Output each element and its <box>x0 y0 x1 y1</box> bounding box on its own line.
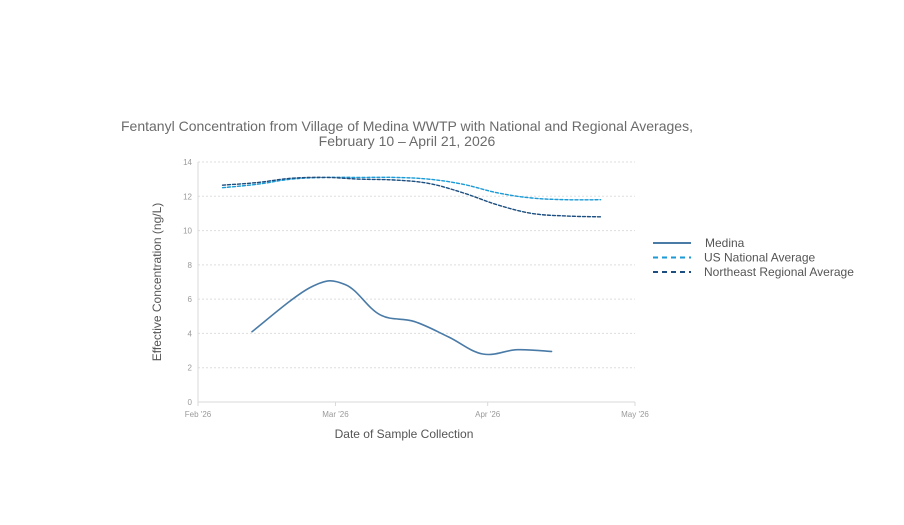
y-tick-label: 0 <box>188 398 193 407</box>
y-axis-title: Effective Concentration (ng/L) <box>150 203 164 362</box>
y-tick-label: 14 <box>183 158 192 167</box>
grid-lines <box>198 161 635 369</box>
x-tick-label: Feb '26 <box>185 410 212 419</box>
y-tick-label: 12 <box>183 192 192 201</box>
chart-title-line1: Fentanyl Concentration from Village of M… <box>121 118 693 134</box>
x-tick-label: May '26 <box>621 410 649 419</box>
y-tick-labels: 0 2 4 6 8 10 12 14 <box>183 158 192 407</box>
y-tick-label: 4 <box>188 329 193 338</box>
y-tick-label: 6 <box>188 295 193 304</box>
axes <box>197 162 636 406</box>
x-tick-labels: Feb '26 Mar '26 Apr '26 May '26 <box>185 410 650 419</box>
y-tick-label: 8 <box>188 261 193 270</box>
y-tick-label: 2 <box>188 364 193 373</box>
y-tick-label: 10 <box>183 227 192 236</box>
x-tick-label: Mar '26 <box>322 410 349 419</box>
series-line-us-national-average <box>221 176 602 201</box>
x-tick-label: Apr '26 <box>475 410 501 419</box>
series-line-northeast-regional-average <box>221 176 602 218</box>
series-lines <box>221 176 602 356</box>
series-line-medina <box>251 280 553 356</box>
x-axis-title: Date of Sample Collection <box>335 427 474 441</box>
legend-label-medina: Medina <box>705 236 745 250</box>
legend-label-northeast-regional-average: Northeast Regional Average <box>704 265 854 279</box>
chart-title-line2: February 10 – April 21, 2026 <box>319 133 496 149</box>
legend-label-us-national-average: US National Average <box>704 251 816 265</box>
